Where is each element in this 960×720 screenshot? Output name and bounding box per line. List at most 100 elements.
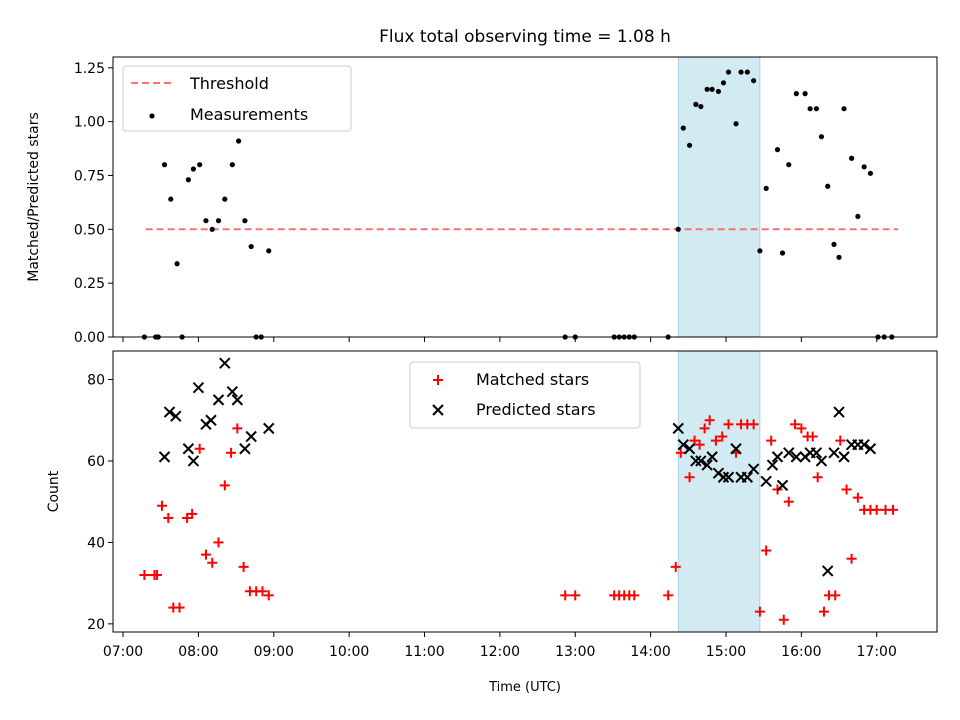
matched-star-point [796,423,807,434]
x-stroke [776,479,789,492]
y-tick-label: 80 [87,373,105,389]
matched-star-point [570,590,581,601]
predicted-star-point [783,447,795,459]
measurement-point [242,218,248,224]
matched-star-point [783,496,794,507]
x-tick-label: 09:00 [254,644,294,660]
y-tick-label: 60 [87,454,105,470]
x-tick-label: 12:00 [480,644,520,660]
predicted-star-point [163,406,176,418]
legend-threshold-label: Threshold [189,74,269,93]
measurement-point [867,170,874,176]
measurement-point [215,218,222,224]
predicted-star-point [205,414,217,426]
measurement-point [861,164,867,170]
matched-star-point [174,602,185,613]
x-stroke [695,455,707,467]
matched-star-point [232,423,243,434]
x-stroke [187,455,200,467]
predicted-star-point [245,430,257,443]
matched-star-point [841,484,852,495]
y-tick-label: 0.50 [74,222,105,238]
measurement-point [733,121,739,127]
predicted-star-point [722,471,735,483]
x-tick-label: 08:00 [178,644,218,660]
measurement-point [786,162,792,168]
x-stroke [205,414,217,426]
matched-star-point [684,472,695,483]
matched-star-point [182,512,193,523]
measurement-point [222,196,228,202]
predicted-star-point [717,471,730,483]
matched-star-point [560,590,571,601]
legend-box [409,361,641,429]
predicted-star-point [747,463,760,475]
legend-matched-label: Matched stars [476,370,589,389]
measurement-point [848,155,855,161]
matched-star-point [187,508,198,519]
predicted-star-point [695,455,707,467]
matched-star-point [699,423,710,434]
measurement-point [675,226,681,232]
y-tick-label: 0.00 [74,330,105,346]
measurement-point [161,162,168,168]
predicted-star-point [815,455,828,467]
x-stroke [864,443,877,455]
matched-star-point [139,569,150,580]
matched-star-point [748,419,759,430]
predicted-star-point [766,459,779,471]
measurement-point [836,254,842,260]
measurement-point [168,196,174,202]
predicted-star-point [741,471,754,483]
y-tick-label: 1.25 [74,61,105,77]
matched-star-point [194,443,205,454]
measurement-point [725,69,732,75]
chart-title: Flux total observing time = 1.08 h [379,27,671,47]
matched-star-point [704,415,715,426]
y-tick-label: 1.00 [74,115,105,131]
measurement-point [818,134,825,140]
matched-star-point [766,435,777,446]
x-stroke [722,471,735,483]
predicted-star-point [263,422,275,435]
x-stroke [690,455,702,467]
measurement-point [190,166,196,172]
matched-star-point [790,419,801,430]
x-stroke [239,443,251,455]
bottom-panel: 20 40 60 80 07:00 08:00 09:00 10:00 11:00 12:00 13… [46,350,938,660]
predicted-star-point [677,438,689,451]
x-stroke [747,463,760,475]
matched-star-point [207,557,218,568]
measurement-point [841,106,847,112]
x-stroke [760,475,772,488]
x-stroke [683,443,696,455]
measurement-point [236,138,242,144]
predicted-star-point [706,451,718,463]
x-stroke [701,459,713,471]
matched-star-point [778,614,789,625]
measurement-point [209,226,215,232]
measurement-point [686,142,693,148]
measurement-point [720,80,727,86]
measurement-point [763,185,769,191]
measurement-point [266,248,272,254]
matched-star-point [151,569,162,580]
predicted-star-point [838,451,850,463]
x-stroke [810,447,823,459]
x-stroke [783,447,795,459]
measurement-point [709,86,715,92]
y-tick-label: 20 [87,617,105,633]
x-tick-label: 14:00 [630,644,670,660]
predicted-star-point [219,357,231,369]
matched-star-point [846,553,857,564]
legend-predicted-label: Predicted stars [476,400,596,419]
measurement-point [825,183,831,189]
predicted-star-point [231,394,244,406]
measurement-point [704,86,710,92]
measurement-point [744,69,750,75]
measurement-point [197,162,203,168]
x-stroke [245,430,257,443]
top-panel: 0.00 0.25 0.50 0.75 1.00 1.25 Matched/Predicte… [26,56,938,346]
matched-star-point [723,419,734,430]
measurement-point [680,125,686,131]
